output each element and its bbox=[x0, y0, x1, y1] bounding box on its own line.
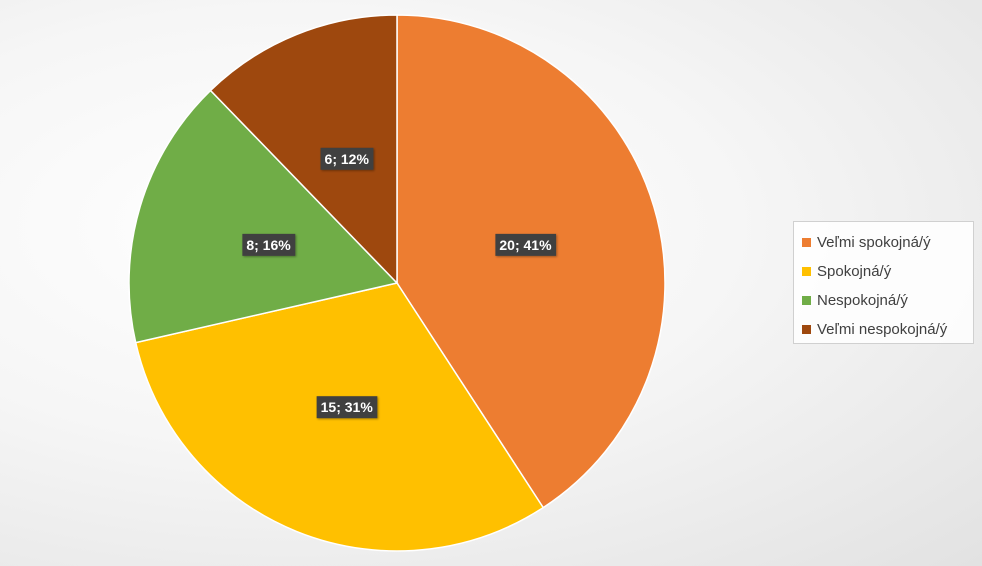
data-label-text: 15; 31% bbox=[321, 399, 374, 415]
legend: Veľmi spokojná/ý Spokojná/ý Nespokojná/ý… bbox=[793, 221, 974, 344]
pie-slice bbox=[209, 14, 398, 285]
data-label: 8; 16% bbox=[242, 233, 296, 256]
data-label: 20; 41% bbox=[495, 233, 557, 256]
data-label: 6; 12% bbox=[320, 147, 374, 170]
data-label-text: 8; 16% bbox=[246, 237, 291, 253]
legend-label: Veľmi spokojná/ý bbox=[817, 234, 931, 251]
legend-swatch bbox=[802, 325, 811, 334]
data-label: 15; 31% bbox=[316, 396, 378, 419]
legend-item: Veľmi nespokojná/ý bbox=[802, 315, 973, 344]
legend-swatch bbox=[802, 267, 811, 276]
data-label-text: 6; 12% bbox=[325, 151, 370, 167]
legend-item: Spokojná/ý bbox=[802, 257, 973, 286]
data-label-text: 20; 41% bbox=[499, 237, 552, 253]
legend-swatch bbox=[802, 296, 811, 305]
data-label-box bbox=[320, 147, 374, 170]
data-label-box bbox=[316, 396, 378, 419]
data-label-box bbox=[495, 233, 557, 256]
legend-label: Veľmi nespokojná/ý bbox=[817, 321, 948, 338]
pie-slice bbox=[128, 89, 399, 344]
legend-label: Nespokojná/ý bbox=[817, 292, 908, 309]
legend-item: Veľmi spokojná/ý bbox=[802, 228, 973, 257]
legend-swatch bbox=[802, 238, 811, 247]
legend-item: Nespokojná/ý bbox=[802, 286, 973, 315]
pie-slice bbox=[396, 14, 666, 509]
legend-label: Spokojná/ý bbox=[817, 263, 892, 280]
data-label-box bbox=[242, 233, 296, 256]
